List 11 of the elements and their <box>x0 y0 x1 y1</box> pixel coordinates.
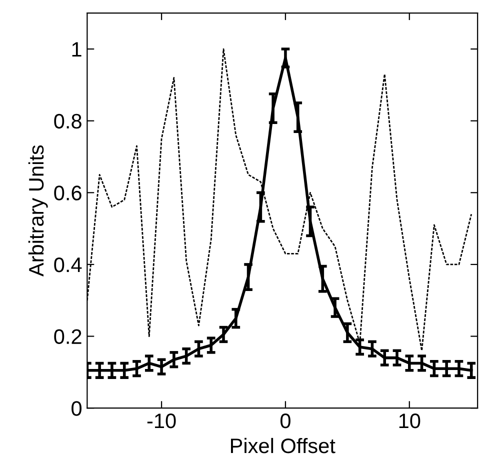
y-tick-label: 1 <box>72 42 82 57</box>
x-tick-label: 10 <box>399 414 420 428</box>
y-tick-label: 0.8 <box>54 114 82 129</box>
x-tick-label: -10 <box>147 414 176 428</box>
y-tick-label: 0.6 <box>54 186 82 200</box>
x-tick-label: 0 <box>280 414 290 428</box>
y-axis-title: Arbitrary Units <box>28 145 48 277</box>
y-tick-label: 0.2 <box>54 329 82 344</box>
y-tick-label: 0.4 <box>54 257 82 272</box>
x-axis-title: Pixel Offset <box>231 438 336 454</box>
y-tick-label: 0 <box>72 401 82 416</box>
